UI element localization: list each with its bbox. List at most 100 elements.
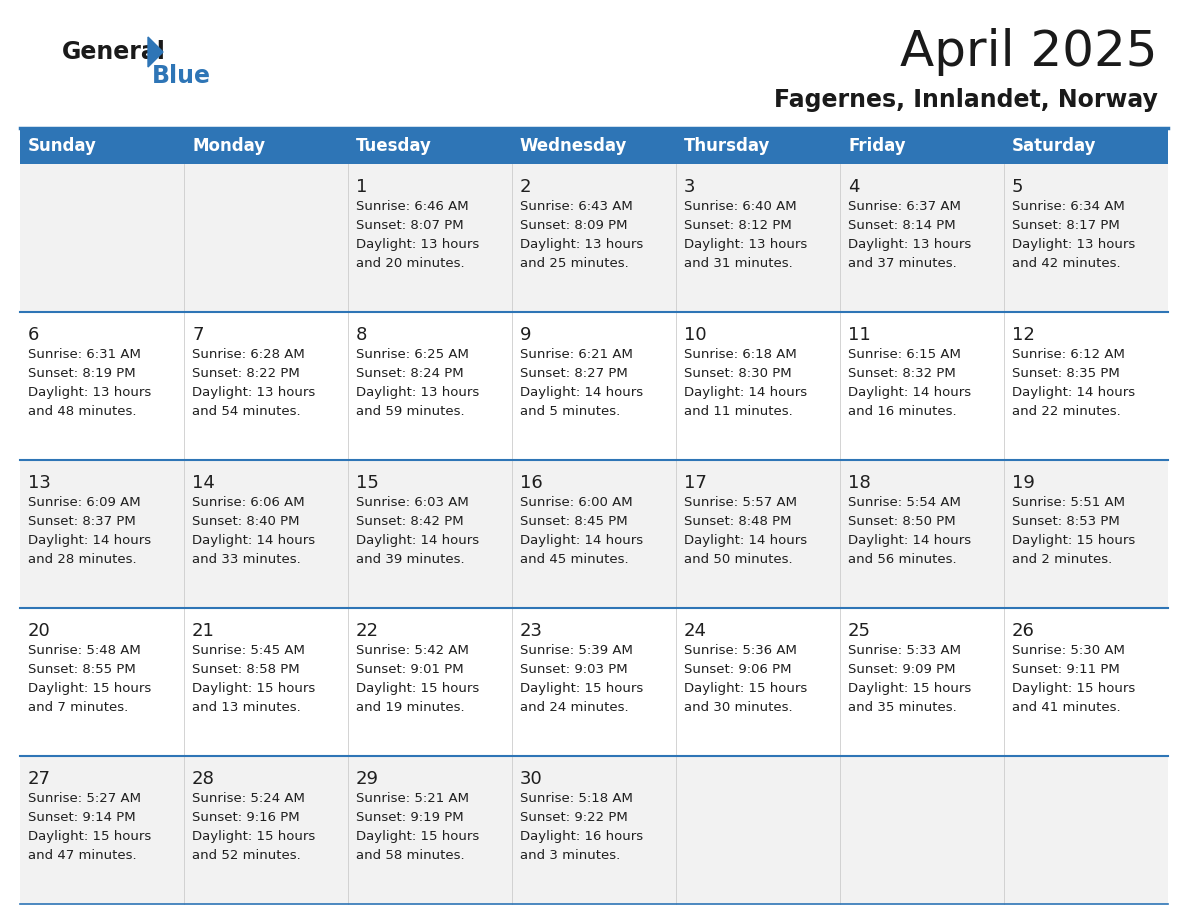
Text: Sunrise: 5:33 AM: Sunrise: 5:33 AM bbox=[848, 644, 961, 657]
Text: Daylight: 15 hours: Daylight: 15 hours bbox=[192, 830, 315, 843]
Text: Sunrise: 5:42 AM: Sunrise: 5:42 AM bbox=[356, 644, 469, 657]
Text: Sunrise: 5:54 AM: Sunrise: 5:54 AM bbox=[848, 496, 961, 509]
Text: General: General bbox=[62, 40, 166, 64]
Text: 11: 11 bbox=[848, 326, 871, 344]
Text: Daylight: 15 hours: Daylight: 15 hours bbox=[684, 682, 808, 695]
Text: Sunrise: 6:12 AM: Sunrise: 6:12 AM bbox=[1012, 348, 1125, 361]
Text: and 2 minutes.: and 2 minutes. bbox=[1012, 553, 1112, 566]
Text: and 35 minutes.: and 35 minutes. bbox=[848, 701, 956, 714]
Text: Sunset: 8:32 PM: Sunset: 8:32 PM bbox=[848, 367, 956, 380]
Text: and 30 minutes.: and 30 minutes. bbox=[684, 701, 792, 714]
Text: Sunrise: 6:09 AM: Sunrise: 6:09 AM bbox=[29, 496, 140, 509]
Text: Daylight: 13 hours: Daylight: 13 hours bbox=[29, 386, 151, 399]
Text: 22: 22 bbox=[356, 622, 379, 640]
Text: Sunset: 8:30 PM: Sunset: 8:30 PM bbox=[684, 367, 791, 380]
Text: and 47 minutes.: and 47 minutes. bbox=[29, 849, 137, 862]
Text: Sunset: 8:24 PM: Sunset: 8:24 PM bbox=[356, 367, 463, 380]
Bar bbox=[20, 460, 1168, 608]
Text: Sunrise: 6:28 AM: Sunrise: 6:28 AM bbox=[192, 348, 305, 361]
Text: Sunrise: 5:48 AM: Sunrise: 5:48 AM bbox=[29, 644, 140, 657]
Text: Sunrise: 6:15 AM: Sunrise: 6:15 AM bbox=[848, 348, 961, 361]
Text: Sunset: 8:40 PM: Sunset: 8:40 PM bbox=[192, 515, 299, 528]
Text: Sunrise: 6:25 AM: Sunrise: 6:25 AM bbox=[356, 348, 469, 361]
Text: Daylight: 15 hours: Daylight: 15 hours bbox=[356, 830, 479, 843]
Text: Sunset: 8:53 PM: Sunset: 8:53 PM bbox=[1012, 515, 1120, 528]
Text: Sunrise: 6:31 AM: Sunrise: 6:31 AM bbox=[29, 348, 141, 361]
Text: Wednesday: Wednesday bbox=[520, 137, 627, 155]
Text: 4: 4 bbox=[848, 178, 859, 196]
Text: and 11 minutes.: and 11 minutes. bbox=[684, 405, 792, 418]
Text: Sunrise: 5:36 AM: Sunrise: 5:36 AM bbox=[684, 644, 797, 657]
Text: Daylight: 15 hours: Daylight: 15 hours bbox=[29, 830, 151, 843]
Text: and 59 minutes.: and 59 minutes. bbox=[356, 405, 465, 418]
Text: Daylight: 14 hours: Daylight: 14 hours bbox=[1012, 386, 1135, 399]
Text: Daylight: 15 hours: Daylight: 15 hours bbox=[356, 682, 479, 695]
Text: and 28 minutes.: and 28 minutes. bbox=[29, 553, 137, 566]
Text: Sunset: 8:12 PM: Sunset: 8:12 PM bbox=[684, 219, 791, 232]
Text: April 2025: April 2025 bbox=[901, 28, 1158, 76]
Text: 28: 28 bbox=[192, 770, 215, 788]
Text: Sunset: 9:03 PM: Sunset: 9:03 PM bbox=[520, 663, 627, 676]
Text: Daylight: 14 hours: Daylight: 14 hours bbox=[520, 386, 643, 399]
Text: 16: 16 bbox=[520, 474, 543, 492]
Bar bbox=[20, 756, 1168, 904]
Text: Sunrise: 6:43 AM: Sunrise: 6:43 AM bbox=[520, 200, 633, 213]
Text: Sunset: 9:01 PM: Sunset: 9:01 PM bbox=[356, 663, 463, 676]
Text: Daylight: 14 hours: Daylight: 14 hours bbox=[520, 534, 643, 547]
Text: 3: 3 bbox=[684, 178, 695, 196]
Text: Daylight: 14 hours: Daylight: 14 hours bbox=[684, 534, 807, 547]
Text: Daylight: 15 hours: Daylight: 15 hours bbox=[192, 682, 315, 695]
Text: 30: 30 bbox=[520, 770, 543, 788]
Text: and 41 minutes.: and 41 minutes. bbox=[1012, 701, 1120, 714]
Text: 20: 20 bbox=[29, 622, 51, 640]
Text: 8: 8 bbox=[356, 326, 367, 344]
Text: Daylight: 16 hours: Daylight: 16 hours bbox=[520, 830, 643, 843]
Text: Sunrise: 5:57 AM: Sunrise: 5:57 AM bbox=[684, 496, 797, 509]
Text: Sunset: 8:17 PM: Sunset: 8:17 PM bbox=[1012, 219, 1120, 232]
Text: 9: 9 bbox=[520, 326, 531, 344]
Text: Sunset: 8:14 PM: Sunset: 8:14 PM bbox=[848, 219, 955, 232]
Text: Sunrise: 6:46 AM: Sunrise: 6:46 AM bbox=[356, 200, 468, 213]
Text: Sunset: 8:42 PM: Sunset: 8:42 PM bbox=[356, 515, 463, 528]
Text: Daylight: 13 hours: Daylight: 13 hours bbox=[848, 238, 972, 251]
Text: Sunset: 9:22 PM: Sunset: 9:22 PM bbox=[520, 811, 627, 824]
Text: and 7 minutes.: and 7 minutes. bbox=[29, 701, 128, 714]
Text: 14: 14 bbox=[192, 474, 215, 492]
Text: Sunrise: 6:18 AM: Sunrise: 6:18 AM bbox=[684, 348, 797, 361]
Text: Daylight: 13 hours: Daylight: 13 hours bbox=[192, 386, 315, 399]
Text: Fagernes, Innlandet, Norway: Fagernes, Innlandet, Norway bbox=[775, 88, 1158, 112]
Text: Daylight: 14 hours: Daylight: 14 hours bbox=[848, 534, 971, 547]
Text: and 25 minutes.: and 25 minutes. bbox=[520, 257, 628, 270]
Text: Sunset: 9:14 PM: Sunset: 9:14 PM bbox=[29, 811, 135, 824]
Text: Daylight: 13 hours: Daylight: 13 hours bbox=[520, 238, 643, 251]
Text: Sunrise: 5:51 AM: Sunrise: 5:51 AM bbox=[1012, 496, 1125, 509]
Text: Daylight: 14 hours: Daylight: 14 hours bbox=[848, 386, 971, 399]
Text: and 52 minutes.: and 52 minutes. bbox=[192, 849, 301, 862]
Text: Thursday: Thursday bbox=[684, 137, 770, 155]
Text: and 56 minutes.: and 56 minutes. bbox=[848, 553, 956, 566]
Text: Daylight: 13 hours: Daylight: 13 hours bbox=[684, 238, 808, 251]
Text: Sunday: Sunday bbox=[29, 137, 97, 155]
Text: Friday: Friday bbox=[848, 137, 905, 155]
Text: Sunrise: 5:24 AM: Sunrise: 5:24 AM bbox=[192, 792, 305, 805]
Text: Sunrise: 5:39 AM: Sunrise: 5:39 AM bbox=[520, 644, 633, 657]
Text: Daylight: 13 hours: Daylight: 13 hours bbox=[356, 238, 479, 251]
Text: Sunset: 9:19 PM: Sunset: 9:19 PM bbox=[356, 811, 463, 824]
Text: 2: 2 bbox=[520, 178, 531, 196]
Text: 7: 7 bbox=[192, 326, 203, 344]
Text: Sunset: 8:27 PM: Sunset: 8:27 PM bbox=[520, 367, 627, 380]
Text: Sunrise: 5:30 AM: Sunrise: 5:30 AM bbox=[1012, 644, 1125, 657]
Text: Tuesday: Tuesday bbox=[356, 137, 432, 155]
Text: Daylight: 15 hours: Daylight: 15 hours bbox=[1012, 534, 1136, 547]
Text: Sunset: 9:11 PM: Sunset: 9:11 PM bbox=[1012, 663, 1120, 676]
Text: 18: 18 bbox=[848, 474, 871, 492]
Text: 10: 10 bbox=[684, 326, 707, 344]
Text: and 31 minutes.: and 31 minutes. bbox=[684, 257, 792, 270]
Text: Sunrise: 6:06 AM: Sunrise: 6:06 AM bbox=[192, 496, 304, 509]
Text: Daylight: 15 hours: Daylight: 15 hours bbox=[1012, 682, 1136, 695]
Text: and 48 minutes.: and 48 minutes. bbox=[29, 405, 137, 418]
Text: and 16 minutes.: and 16 minutes. bbox=[848, 405, 956, 418]
Text: Sunset: 8:22 PM: Sunset: 8:22 PM bbox=[192, 367, 299, 380]
Text: and 33 minutes.: and 33 minutes. bbox=[192, 553, 301, 566]
Text: 19: 19 bbox=[1012, 474, 1035, 492]
